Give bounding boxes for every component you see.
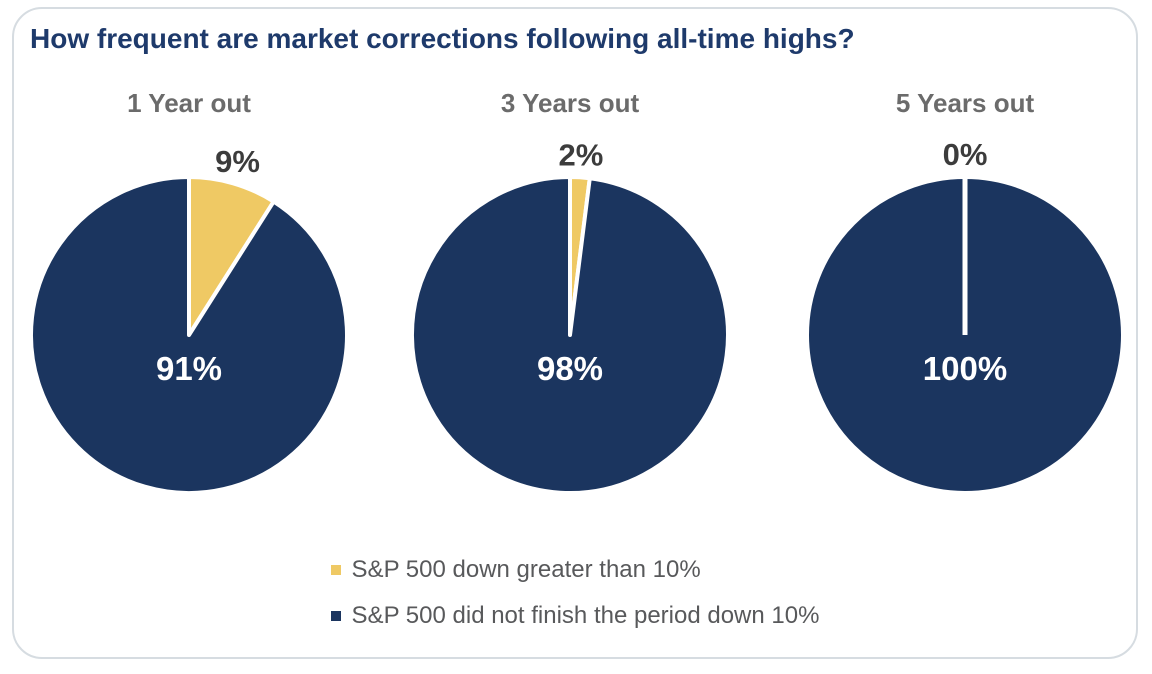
pie-chart-3-years-out: 2% 98% [409,137,730,495]
pie-title-1-year-out: 1 Year out [127,88,251,118]
pie-value-label-inside: 98% [537,350,603,387]
legend-item-did-not-finish-down-10: S&P 500 did not finish the period down 1… [330,602,820,630]
pie-value-label-inside: 100% [923,350,1007,387]
pie-slice-91% [28,175,349,495]
pie-value-label-outside: 9% [215,144,260,179]
pie-panel-5-years-out: 5 Years out 0% 100% [795,81,1135,503]
pie-value-label-inside: 91% [156,350,222,387]
pie-slice-98% [409,175,730,495]
pie-value-label-outside: 2% [558,137,603,172]
pie-chart-1-year-out: 9% 91% [28,144,349,495]
chart-card: How frequent are market corrections foll… [12,7,1138,659]
pie-panel-1-year-out: 1 Year out 9% 91% [19,81,359,503]
pie-title-5-years-out: 5 Years out [895,88,1035,118]
legend-swatch-navy [330,611,341,621]
pie-title-3-years-out: 3 Years out [500,88,640,118]
legend-swatch-gold [330,565,341,575]
legend: S&P 500 down greater than 10% S&P 500 di… [14,556,1136,630]
pie-panel-3-years-out: 3 Years out 2% 98% [400,81,740,503]
legend-label-down-greater-10: S&P 500 down greater than 10% [351,556,701,583]
legend-items: S&P 500 down greater than 10% S&P 500 di… [330,556,820,630]
legend-label-did-not-finish-down-10: S&P 500 did not finish the period down 1… [351,602,820,629]
page-title: How frequent are market corrections foll… [30,23,855,54]
pie-value-label-outside: 0% [943,137,988,172]
pie-chart-5-years-out: 0% 100% [805,137,1125,495]
legend-item-down-greater-10: S&P 500 down greater than 10% [330,556,701,584]
